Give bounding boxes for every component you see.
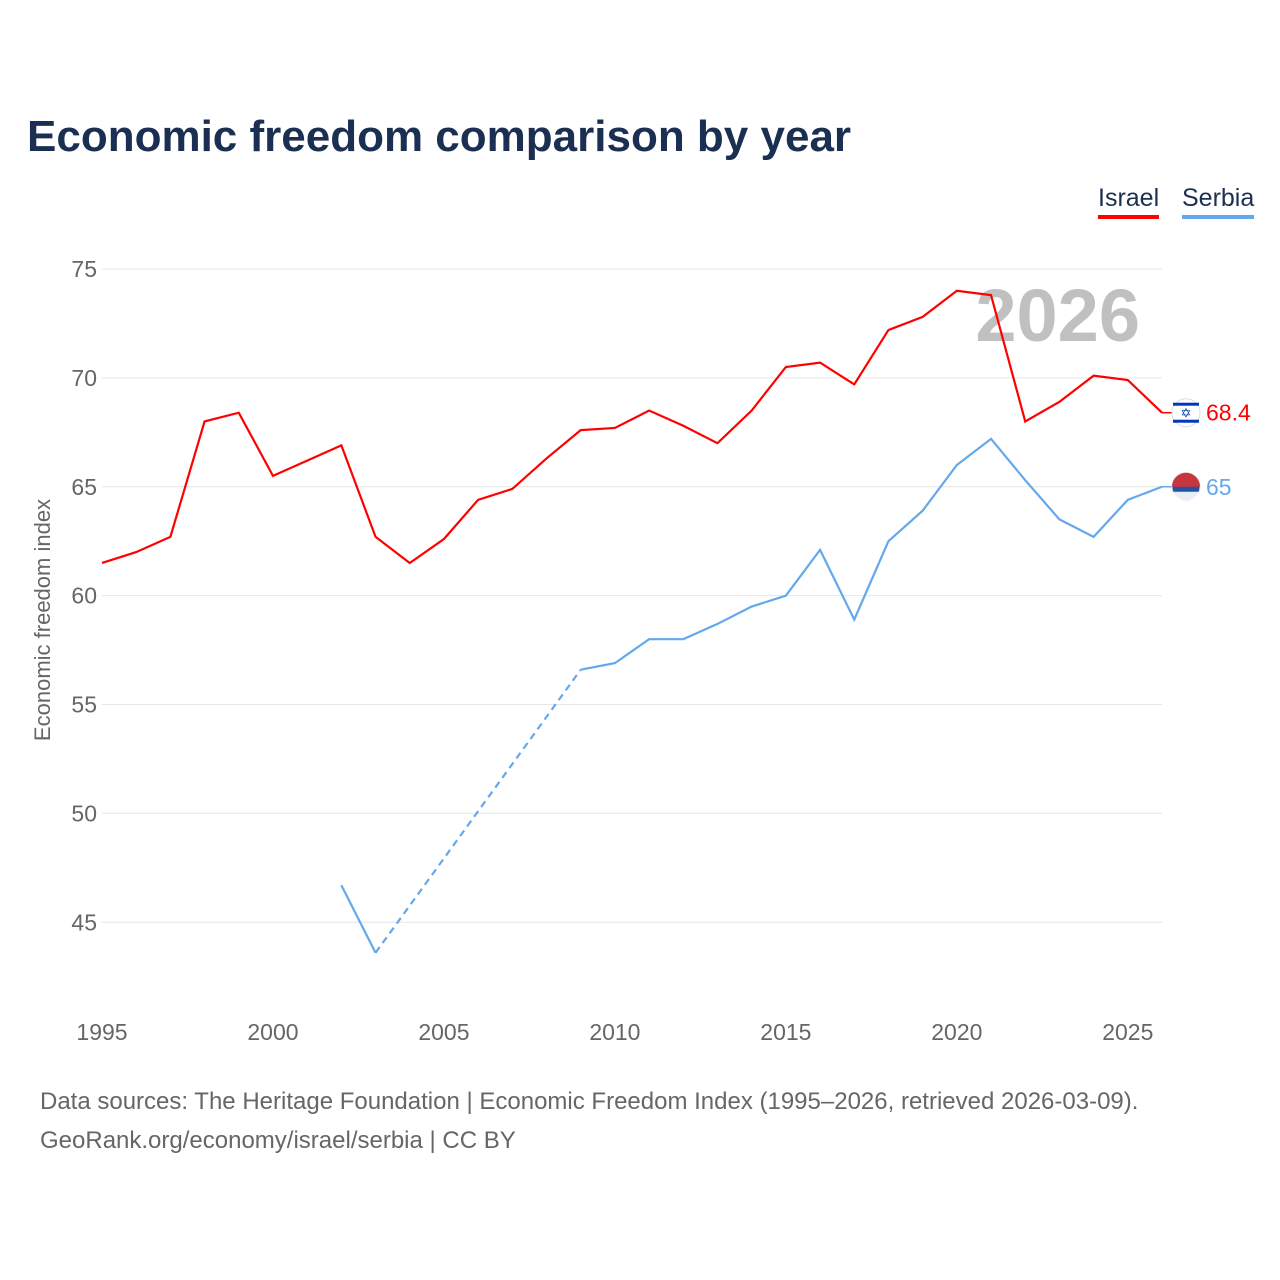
x-tick-label: 2015 <box>760 1019 811 1045</box>
x-tick-label: 2025 <box>1102 1019 1153 1045</box>
source-text: Data sources: The Heritage Foundation | … <box>40 1088 1139 1115</box>
y-tick-label: 45 <box>71 909 97 935</box>
y-tick-label: 60 <box>71 583 97 609</box>
flag-stripe <box>1172 472 1200 487</box>
x-tick-label: 2020 <box>931 1019 982 1045</box>
flag-stripe <box>1172 491 1200 501</box>
flag-stripe <box>1173 402 1199 406</box>
y-tick-label: 55 <box>71 692 97 718</box>
chart-title: Economic freedom comparison by year <box>27 112 852 161</box>
series-line-serbia <box>580 437 1163 671</box>
end-value-label-israel: 68.4 <box>1206 400 1251 426</box>
x-tick-label: 2000 <box>247 1019 298 1045</box>
end-value-label-serbia: 65 <box>1206 474 1232 500</box>
source-link[interactable]: GeoRank.org/economy/israel/serbia | CC B… <box>40 1127 516 1154</box>
y-tick-label: 65 <box>71 474 97 500</box>
x-tick-label: 1995 <box>76 1019 127 1045</box>
series-gap-serbia <box>374 669 582 954</box>
y-tick-label: 75 <box>71 256 97 282</box>
legend-israel[interactable]: Israel <box>1098 184 1160 219</box>
series-line-serbia <box>340 884 377 954</box>
y-axis-label: Economic freedom index <box>30 499 55 741</box>
x-tick-label: 2005 <box>418 1019 469 1045</box>
flag-stripe <box>1173 419 1199 423</box>
x-tick-label: 2010 <box>589 1019 640 1045</box>
series-line-israel <box>101 289 1163 565</box>
star-of-david-icon: ✡ <box>1181 406 1192 421</box>
year-watermark: 2026 <box>975 274 1140 357</box>
legend-serbia[interactable]: Serbia <box>1182 184 1255 219</box>
y-tick-label: 50 <box>71 800 97 826</box>
y-tick-label: 70 <box>71 365 97 391</box>
